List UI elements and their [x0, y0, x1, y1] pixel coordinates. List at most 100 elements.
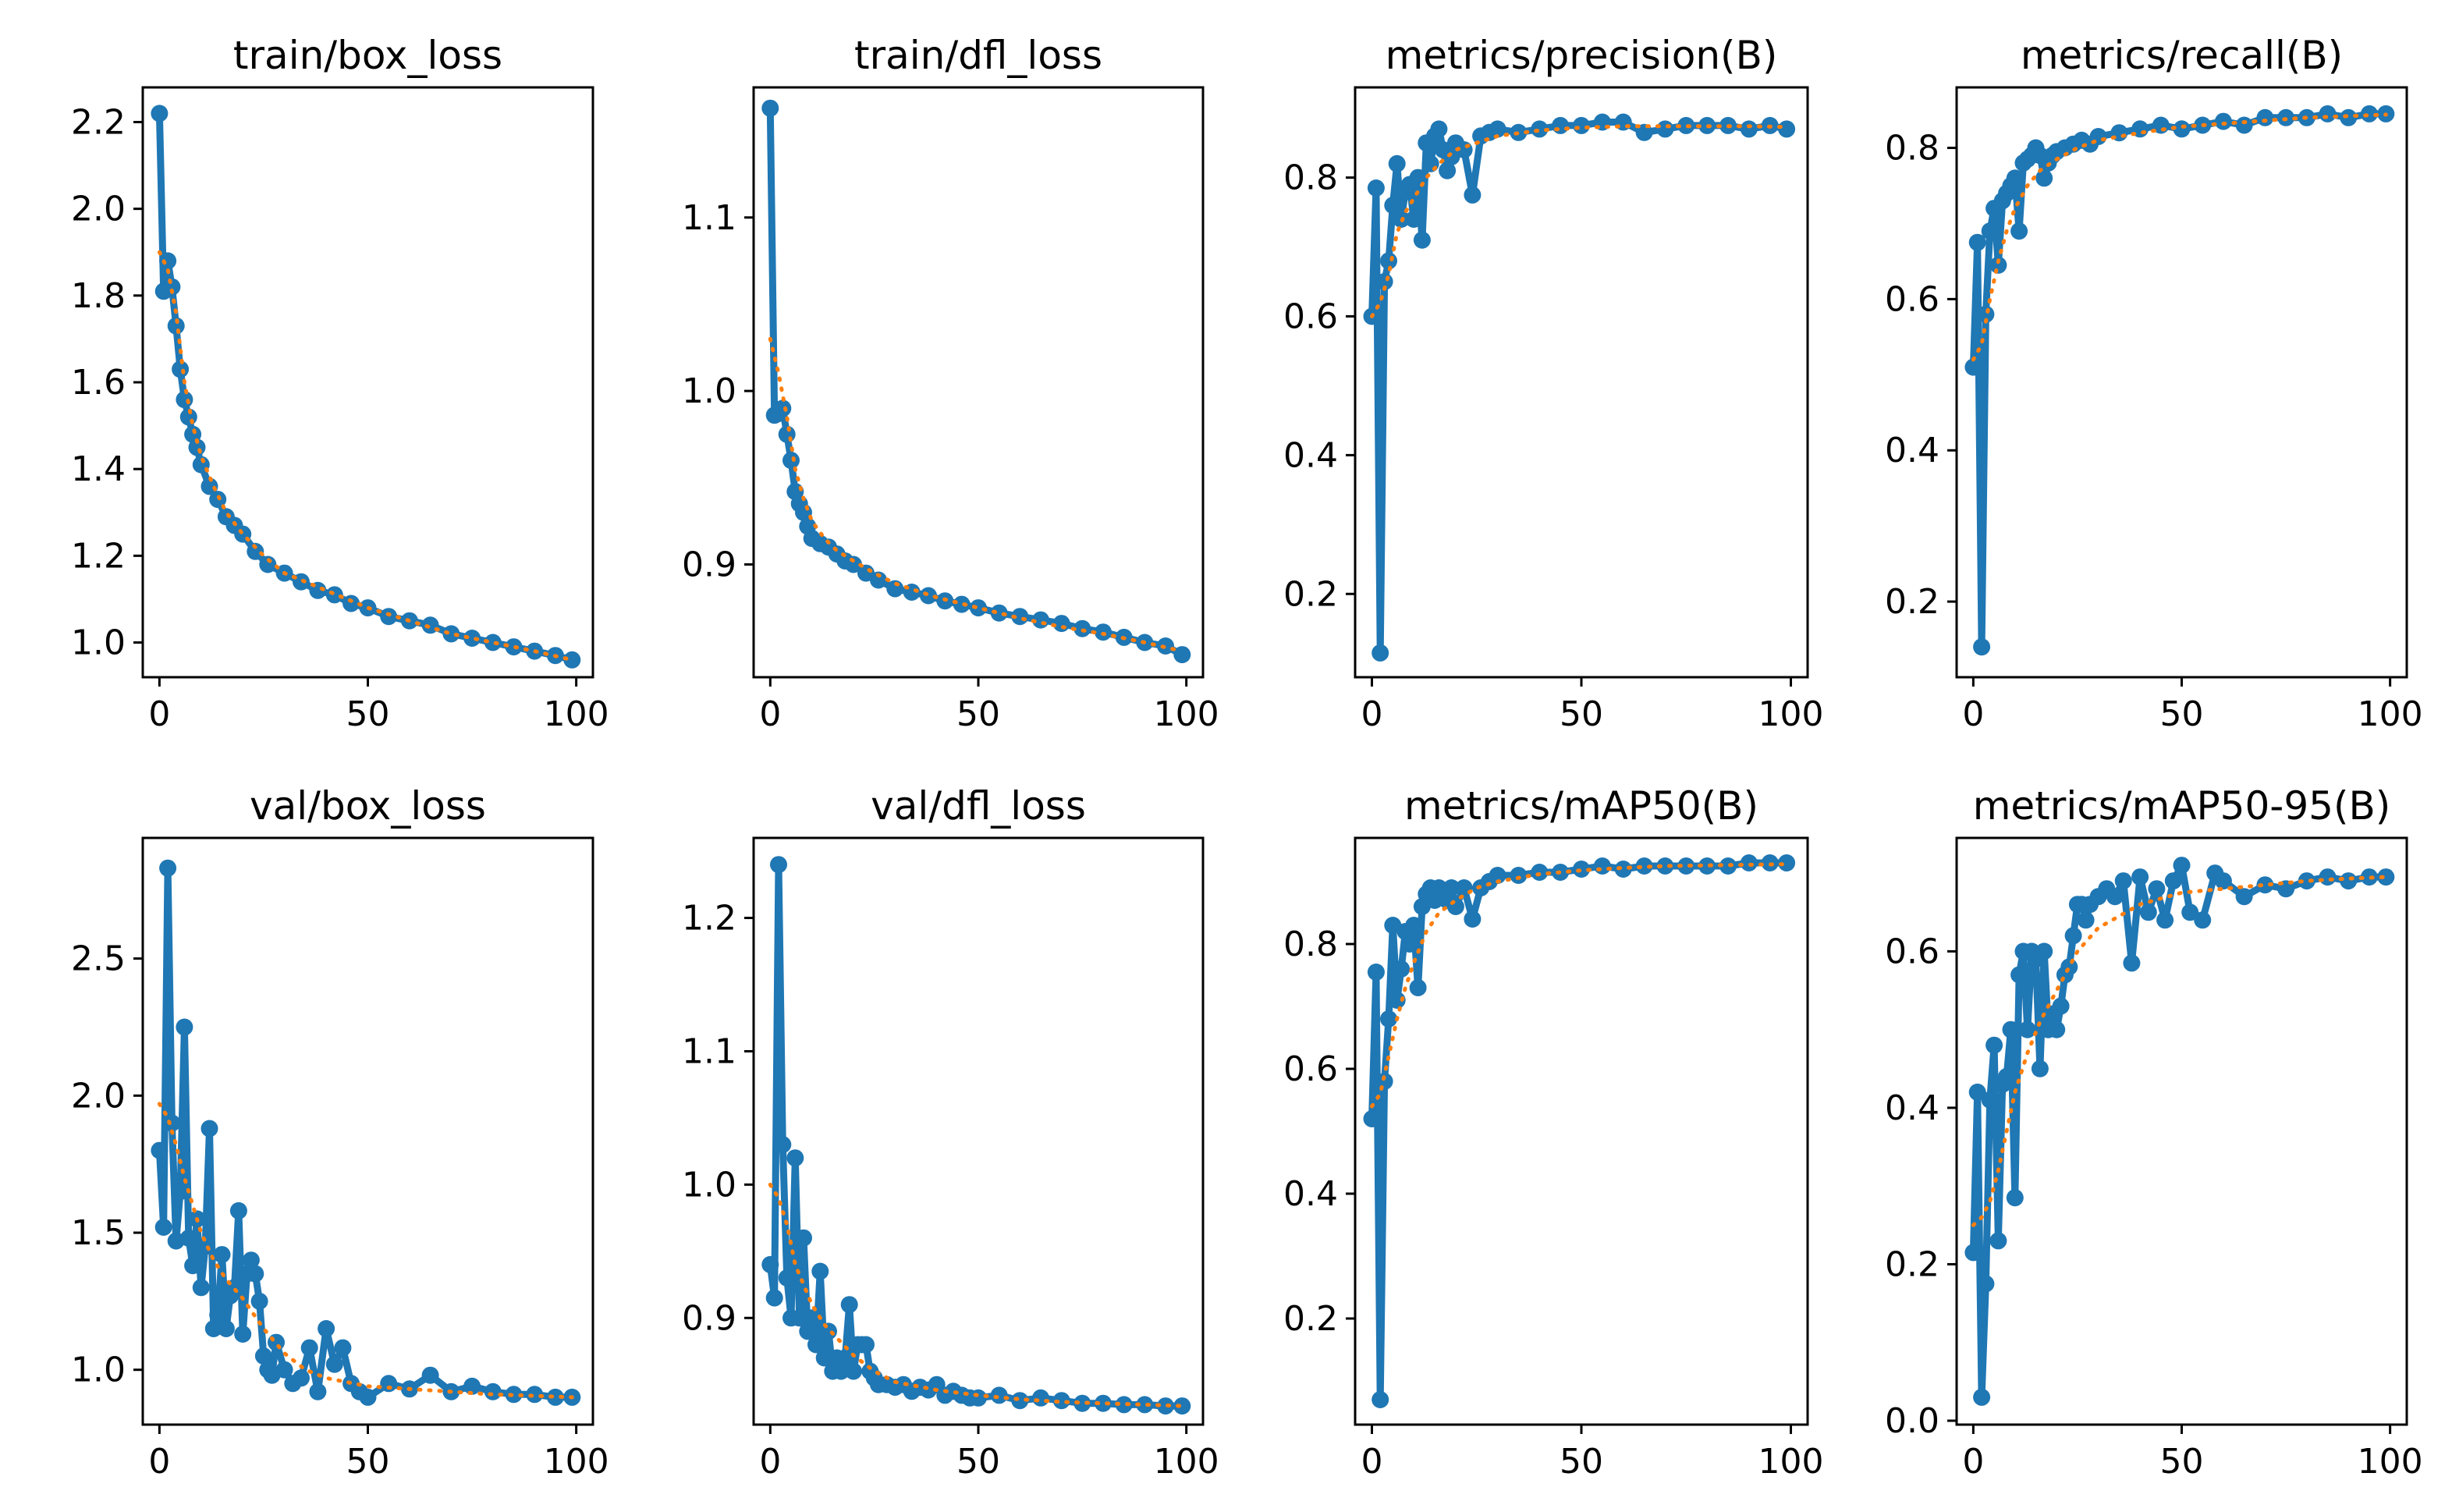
panel-val-dfl-loss-data-point [815, 1349, 833, 1367]
panel-val-box-loss-data-point [234, 1326, 252, 1343]
panel-metrics-map50-b-xtick-label: 100 [1758, 1442, 1824, 1482]
panel-metrics-precision-b-data-point [1430, 120, 1448, 138]
panel-metrics-map50-95-b-data-point [2018, 1020, 2036, 1038]
panel-val-box-loss-xtick-label: 0 [148, 1442, 170, 1482]
panel-metrics-map50-95-b-data-point [1981, 1091, 1999, 1109]
panel-metrics-precision-b-data-point [1552, 116, 1570, 134]
panel-val-dfl-loss-data-point [820, 1322, 837, 1340]
panel-val-dfl-loss-ytick-label: 0.9 [682, 1298, 736, 1338]
panel-val-dfl-loss-data-point [1073, 1394, 1091, 1412]
panel-train-box-loss-plot-area [151, 105, 581, 669]
panel-metrics-precision-b-data-point [1405, 211, 1423, 228]
panel-val-dfl-loss-data-point [990, 1386, 1008, 1404]
panel-metrics-recall-b-ytick-label: 0.8 [1885, 129, 1939, 169]
panel-metrics-precision-b-data-point [1439, 161, 1457, 179]
panel-metrics-map50-95-b-data-point [2077, 911, 2095, 929]
panel-val-dfl-loss-data-point [1095, 1394, 1112, 1412]
panel-metrics-map50-95-b-data-point [1989, 1232, 2007, 1250]
panel-metrics-map50-95-b: metrics/mAP50-95(B) 0 50 100 0.0 0.2 0.4 0.6 [1885, 783, 2423, 1482]
panel-val-dfl-loss-ytick-label: 1.0 [682, 1165, 736, 1205]
panel-val-dfl-loss-data-point [970, 1389, 987, 1407]
panel-val-dfl-loss-xtick-label: 0 [759, 1442, 781, 1482]
panel-metrics-map50-b-data-point [1372, 1391, 1389, 1408]
panel-train-dfl-loss-ytick-label: 1.1 [682, 198, 736, 238]
panel-val-box-loss-data-point [505, 1386, 523, 1404]
panel-metrics-recall-b-plot-area [1964, 105, 2395, 656]
panel-metrics-precision-b-plot-area [1363, 113, 1796, 662]
panel-metrics-recall-b-xtick-label: 100 [2358, 694, 2423, 734]
panel-val-box-loss-data-point [154, 1219, 172, 1236]
panel-metrics-precision-b-data-point [1740, 120, 1758, 138]
panel-val-dfl-loss-data-point [778, 1269, 796, 1287]
panel-train-box-loss-xtick-label: 0 [148, 694, 170, 734]
panel-metrics-precision-b-title: metrics/precision(B) [1386, 33, 1778, 78]
panel-metrics-map50-95-b-ytick-label: 0.0 [1885, 1401, 1939, 1441]
panel-val-box-loss-data-point [192, 1279, 210, 1297]
panel-metrics-map50-b-data-point [1698, 857, 1716, 875]
panel-val-dfl-loss-data-point [1157, 1397, 1174, 1415]
panel-metrics-precision-b-smooth-line [1370, 124, 1789, 318]
panel-train-box-loss-data-point [380, 608, 398, 626]
panel-metrics-map50-95-b-data-point [1968, 1083, 1986, 1101]
panel-metrics-map50-95-b-ytick-label: 0.6 [1885, 932, 1939, 971]
panel-metrics-recall-b-data-point [2010, 222, 2028, 240]
panel-val-dfl-loss-data-point [811, 1262, 829, 1280]
panel-metrics-map50-95-b-data-point [2002, 1020, 2020, 1038]
panel-val-box-loss-data-point [179, 1230, 197, 1247]
panel-val-box-loss-ytick-label: 1.5 [71, 1213, 126, 1253]
panel-train-box-loss-data-point [159, 252, 177, 270]
panel-metrics-recall-b-data-point [1981, 222, 1999, 240]
panel-train-box-loss-data-point [563, 651, 581, 669]
panel-train-dfl-loss-xtick-label: 50 [956, 694, 1000, 734]
panel-val-dfl-loss-xtick-label: 50 [956, 1442, 1000, 1482]
panel-train-box-loss-results-line [155, 109, 576, 664]
panel-val-dfl-loss-data-point [1136, 1396, 1154, 1414]
panel-val-box-loss-data-point [334, 1339, 352, 1357]
panel-val-box-loss-xtick-label: 50 [346, 1442, 390, 1482]
panel-val-dfl-loss-data-point [845, 1362, 862, 1380]
panel-train-box-loss-ytick-label: 2.2 [71, 102, 126, 142]
panel-metrics-map50-b-data-point [1677, 857, 1695, 875]
panel-metrics-recall-b-data-point [2340, 108, 2358, 126]
panel-metrics-map50-b-data-point [1380, 1010, 1397, 1028]
panel-metrics-map50-95-b-data-point [1985, 1036, 2003, 1054]
panel-train-dfl-loss-data-point [782, 452, 800, 470]
panel-metrics-recall-b-ytick-label: 0.4 [1885, 431, 1939, 470]
panel-metrics-map50-b-ytick-label: 0.4 [1283, 1174, 1338, 1214]
panel-val-dfl-loss-data-point [1173, 1397, 1191, 1415]
panel-metrics-map50-b-data-point [1656, 857, 1674, 875]
panel-metrics-precision-b-ytick-label: 0.6 [1283, 297, 1338, 337]
panel-train-box-loss-ytick-label: 1.2 [71, 536, 126, 576]
panel-metrics-recall-b-data-point [2319, 105, 2337, 122]
panel-metrics-map50-b-xtick-label: 50 [1560, 1442, 1603, 1482]
panel-train-dfl-loss-data-point [1173, 646, 1191, 664]
panel-val-box-loss-data-point [184, 1257, 202, 1275]
panel-train-box-loss-ytick-label: 1.4 [71, 449, 126, 489]
panel-metrics-map50-95-b-data-point [2131, 868, 2149, 886]
panel-val-dfl-loss-data-point [803, 1309, 821, 1327]
panel-train-box-loss-xtick-label: 100 [544, 694, 609, 734]
panel-val-box-loss-data-point [209, 1306, 227, 1324]
panel-train-dfl-loss-title: train/dfl_loss [854, 33, 1102, 78]
panel-metrics-recall-b-ytick-label: 0.2 [1885, 582, 1939, 622]
panel-metrics-map50-95-b-title: metrics/mAP50-95(B) [1973, 783, 2391, 829]
panel-metrics-map50-b-data-point [1719, 857, 1737, 875]
panel-metrics-precision-b-data-point [1489, 120, 1506, 138]
panel-metrics-map50-b-data-point [1388, 992, 1406, 1009]
panel-metrics-recall-b-data-point [1989, 256, 2007, 274]
panel-val-dfl-loss-data-point [1115, 1396, 1133, 1414]
panel-train-dfl-loss-xtick-label: 100 [1154, 694, 1219, 734]
panel-metrics-map50-b-data-point [1446, 898, 1464, 915]
panel-metrics-recall-b-data-point [1977, 305, 1995, 323]
panel-val-box-loss-data-point [546, 1388, 564, 1406]
panel-val-dfl-loss-data-point [1032, 1389, 1049, 1407]
panel-metrics-recall-b-data-point [2360, 105, 2378, 122]
panel-val-box-loss-data-point [176, 1018, 193, 1036]
panel-metrics-recall-b-data-point [2214, 112, 2232, 130]
panel-train-dfl-loss-data-point [920, 587, 937, 605]
panel-metrics-map50-b-data-point [1405, 917, 1423, 934]
panel-val-box-loss-data-point [380, 1375, 398, 1393]
panel-metrics-precision-b-xtick-label: 100 [1758, 694, 1824, 734]
